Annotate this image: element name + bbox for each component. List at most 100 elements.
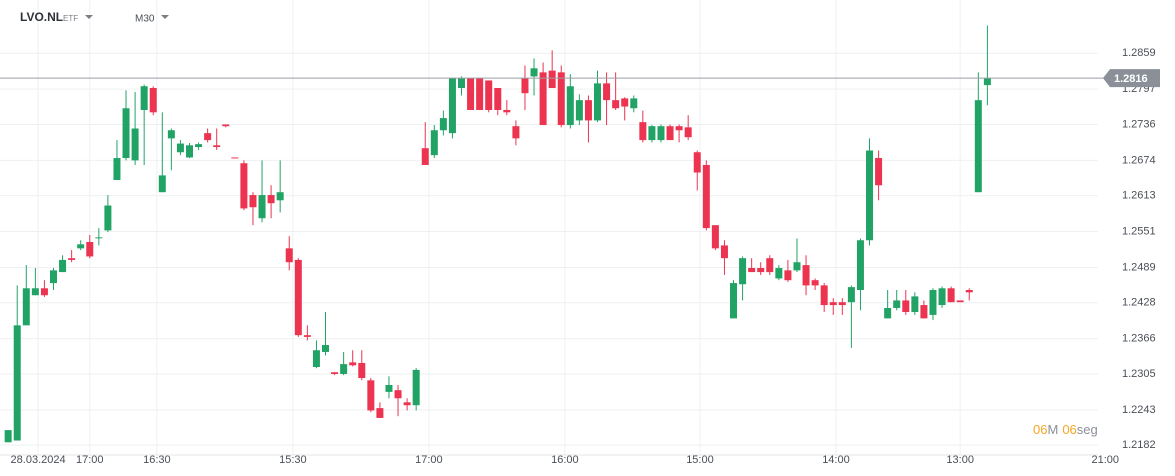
candle-body <box>149 87 157 113</box>
candle-body <box>929 290 937 315</box>
symbol-dropdown[interactable] <box>85 15 93 19</box>
candle-body <box>204 133 212 141</box>
y-tick-label: 1.2428 <box>1122 297 1156 309</box>
y-tick-label: 1.2736 <box>1122 118 1156 130</box>
candle-body <box>947 288 955 303</box>
candle-body <box>385 384 393 392</box>
y-tick-label: 1.2674 <box>1122 154 1156 166</box>
candle-body <box>639 122 647 141</box>
x-tick-label: 14:00 <box>822 454 850 466</box>
candle-body <box>95 237 103 239</box>
candle-body <box>657 126 665 141</box>
candle-body <box>86 241 94 257</box>
candle-body <box>557 72 565 126</box>
candle-body <box>467 78 475 110</box>
candle-body <box>856 240 864 291</box>
candle-body <box>249 195 257 208</box>
candle-body <box>829 302 837 306</box>
candle-body <box>22 288 30 326</box>
candle-body <box>476 78 484 110</box>
candle-body <box>140 86 148 110</box>
candle-body <box>630 98 638 109</box>
timeframe[interactable]: M30 <box>135 14 155 25</box>
y-tick-label: 1.2243 <box>1122 404 1156 416</box>
candle-body <box>303 335 311 337</box>
y-tick-label: 1.2366 <box>1122 333 1156 345</box>
candle-body <box>231 157 239 159</box>
candle-body <box>40 288 48 296</box>
candle-body <box>612 100 620 109</box>
candle-body <box>720 245 728 259</box>
candle-body <box>412 369 420 406</box>
y-tick-label: 1.2613 <box>1122 190 1156 202</box>
candle-body <box>312 350 320 368</box>
candle-body <box>575 100 583 121</box>
candle-body <box>294 259 302 336</box>
candle-body <box>258 195 266 219</box>
x-tick-label: 13:00 <box>946 454 974 466</box>
x-tick-label: 15:30 <box>279 454 307 466</box>
candle-body <box>122 108 130 159</box>
candle-body <box>448 78 456 134</box>
candle-body <box>240 163 248 209</box>
candle-body <box>59 259 67 273</box>
candle-body <box>367 380 375 411</box>
candle-body <box>276 192 284 201</box>
candle-body <box>766 258 774 273</box>
candle-body <box>566 86 574 126</box>
candle-body <box>4 430 12 443</box>
grid <box>0 0 1098 455</box>
candle-body <box>757 268 765 273</box>
candle-body <box>648 126 656 141</box>
candle-body <box>603 83 611 101</box>
candle-body <box>394 390 402 399</box>
candle-body <box>965 290 973 293</box>
candle-body <box>539 72 547 126</box>
candle-body <box>711 225 719 249</box>
candle-body <box>584 100 592 121</box>
candle-body <box>802 265 810 286</box>
candle-body <box>956 300 964 303</box>
candle-body <box>104 205 112 231</box>
candle-body <box>920 305 928 319</box>
candle-body <box>748 268 756 273</box>
candle-body <box>621 98 629 107</box>
candle-body <box>666 126 674 141</box>
candle-body <box>594 83 602 121</box>
candle-body <box>113 158 121 181</box>
candle-body <box>884 307 892 319</box>
candle-body <box>902 300 910 313</box>
candle-body <box>376 408 384 418</box>
candle-body <box>403 402 411 406</box>
candle-body <box>983 78 991 86</box>
x-tick-label: 28.03.2024 <box>11 454 66 466</box>
candle-body <box>739 258 747 285</box>
current-price-label: 1.2816 <box>1114 73 1148 85</box>
candle-body <box>875 158 883 186</box>
candle-body <box>13 325 21 441</box>
y-tick-label: 1.2305 <box>1122 368 1156 380</box>
candle-body <box>439 118 447 131</box>
x-tick-label: 17:00 <box>415 454 443 466</box>
timeframe-dropdown[interactable] <box>161 15 169 19</box>
axes: 1.2182 1.2243 1.2305 1.2366 1.2428 1.2489 1.25… <box>0 47 1160 466</box>
candle-body <box>213 145 221 148</box>
candle-body <box>331 372 339 374</box>
candle-body <box>485 80 493 110</box>
countdown-seconds-unit: seg <box>1077 422 1098 437</box>
candle-body <box>675 126 683 131</box>
candle-body <box>340 364 348 374</box>
countdown: 06M 06seg <box>1033 422 1098 437</box>
candle-body <box>49 270 57 284</box>
candle-body <box>838 302 846 306</box>
candle-body <box>793 262 801 271</box>
candle-body <box>131 128 139 161</box>
candle-body <box>195 144 203 148</box>
candle-body <box>820 285 828 306</box>
candle-body <box>167 130 175 139</box>
candle-body <box>521 78 529 94</box>
symbol-kind: ETF <box>63 14 78 23</box>
candle-body <box>693 152 701 173</box>
candle-body <box>847 287 855 303</box>
